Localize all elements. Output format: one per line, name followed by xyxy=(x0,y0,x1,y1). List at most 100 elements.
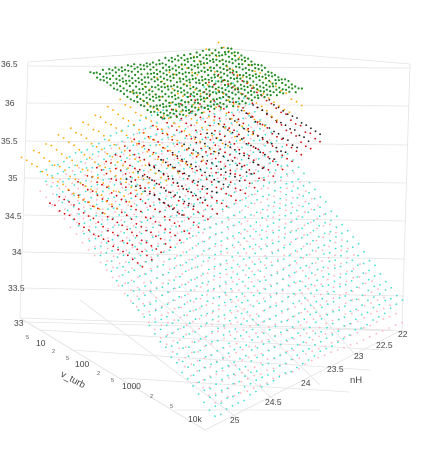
data-point xyxy=(63,198,66,201)
data-point xyxy=(177,319,180,322)
data-point xyxy=(250,360,253,362)
data-point xyxy=(149,135,152,138)
data-point xyxy=(119,98,121,101)
data-point xyxy=(372,319,374,321)
data-point xyxy=(110,260,113,262)
data-point xyxy=(148,98,152,101)
data-point xyxy=(192,56,195,59)
data-point xyxy=(247,144,249,146)
data-point xyxy=(227,90,230,93)
data-point xyxy=(280,167,283,170)
data-point xyxy=(255,379,258,382)
data-point xyxy=(94,114,97,117)
data-point xyxy=(271,115,273,118)
data-point xyxy=(224,281,227,284)
data-point xyxy=(259,72,262,74)
data-point xyxy=(250,116,252,119)
data-point xyxy=(135,215,138,218)
data-point xyxy=(158,99,161,102)
data-point xyxy=(209,148,212,151)
data-point xyxy=(123,149,126,152)
data-point xyxy=(277,132,280,135)
data-point xyxy=(301,281,304,283)
data-point xyxy=(202,56,205,59)
data-point xyxy=(159,104,162,107)
data-point xyxy=(50,185,53,188)
data-point xyxy=(264,73,267,76)
data-point xyxy=(274,169,277,172)
data-point xyxy=(125,89,128,92)
data-point xyxy=(266,127,269,129)
data-point xyxy=(105,72,108,75)
data-point xyxy=(352,236,355,238)
data-point xyxy=(315,300,318,303)
data-point xyxy=(221,391,223,394)
data-point xyxy=(344,283,347,286)
data-point xyxy=(174,246,177,249)
data-point xyxy=(223,314,226,316)
data-point xyxy=(204,355,207,358)
data-point xyxy=(272,175,275,178)
data-point xyxy=(182,95,184,97)
data-point xyxy=(199,95,202,98)
data-point xyxy=(129,300,132,303)
data-point xyxy=(352,276,354,279)
data-point xyxy=(220,139,222,142)
data-point xyxy=(101,200,104,203)
data-point xyxy=(172,76,175,79)
data-point xyxy=(109,77,112,81)
data-point xyxy=(298,134,301,137)
data-point xyxy=(214,87,217,90)
data-point xyxy=(215,223,218,226)
data-point xyxy=(269,294,271,296)
data-point xyxy=(241,68,244,71)
data-point xyxy=(379,273,382,275)
data-point xyxy=(148,137,151,139)
data-point xyxy=(290,83,293,86)
data-point xyxy=(230,122,233,125)
data-point xyxy=(176,155,179,158)
data-point xyxy=(343,324,345,327)
data-point xyxy=(362,339,365,341)
data-point xyxy=(134,158,137,161)
data-point xyxy=(136,193,139,196)
data-point xyxy=(210,363,213,366)
data-point xyxy=(247,287,250,290)
data-point xyxy=(146,194,149,197)
data-point xyxy=(220,244,223,247)
data-point xyxy=(226,387,229,390)
data-point xyxy=(299,124,302,127)
data-point xyxy=(154,333,156,335)
data-point xyxy=(220,202,223,205)
x-minor-tick-label: 2 xyxy=(97,371,100,377)
data-point xyxy=(208,174,211,177)
data-point xyxy=(323,213,325,216)
data-point xyxy=(194,77,197,80)
data-point xyxy=(259,151,262,154)
data-point xyxy=(265,230,268,233)
data-point xyxy=(160,318,163,321)
data-point xyxy=(32,149,35,152)
data-point xyxy=(193,95,196,98)
data-point xyxy=(197,211,200,214)
data-point xyxy=(101,183,103,186)
data-point xyxy=(235,150,238,153)
data-point xyxy=(176,243,179,245)
data-point xyxy=(162,105,165,109)
data-point xyxy=(155,248,158,250)
data-point xyxy=(134,189,136,192)
data-point xyxy=(323,354,326,357)
data-point xyxy=(55,148,58,151)
data-point xyxy=(264,76,267,80)
data-point xyxy=(223,51,227,54)
data-point xyxy=(190,191,193,194)
data-point xyxy=(280,111,282,114)
data-point xyxy=(215,80,217,82)
data-point xyxy=(243,237,246,240)
data-point xyxy=(153,139,156,141)
data-point xyxy=(296,237,299,240)
data-point xyxy=(114,211,117,214)
data-point xyxy=(287,284,290,287)
data-point xyxy=(161,66,165,69)
data-point xyxy=(127,193,130,196)
